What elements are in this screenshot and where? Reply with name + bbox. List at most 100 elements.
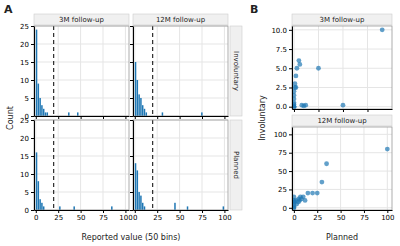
y-tick [130, 156, 133, 157]
point [341, 103, 346, 108]
y-tick [130, 116, 133, 117]
point [316, 66, 321, 71]
strip-label: 12M follow-up [317, 117, 367, 125]
y-tick: 20 [20, 135, 34, 143]
grid-line-x [317, 127, 318, 210]
bar [138, 94, 139, 116]
tick-mark [31, 120, 34, 121]
bar [142, 105, 143, 116]
bar [162, 112, 163, 116]
point [293, 85, 298, 90]
tick-mark [130, 116, 133, 117]
y-tick: 25 [278, 186, 292, 194]
grid-line-x [363, 127, 364, 210]
axis-domain [34, 121, 35, 211]
point [303, 198, 308, 203]
axis-domain [133, 121, 134, 211]
grid-line-y [292, 134, 392, 135]
x-tick [224, 116, 225, 119]
tick-mark [289, 153, 292, 154]
strip-label: 3M follow-up [320, 16, 365, 24]
point [315, 191, 320, 196]
bar [137, 170, 138, 210]
tick-mark [180, 116, 181, 119]
tick-label: 25 [20, 23, 29, 31]
grid-line-x [103, 26, 104, 116]
grid-line-y [34, 62, 129, 63]
bar [140, 98, 141, 116]
tick-label: 100 [381, 214, 394, 222]
y-tick [130, 98, 133, 99]
point [324, 161, 329, 166]
strip [292, 115, 392, 126]
y-axis: 0510152025 [20, 117, 34, 215]
tick-label: 50 [77, 214, 86, 222]
bar [111, 206, 112, 210]
grid-line-x [35, 26, 36, 116]
tick-mark [289, 107, 292, 108]
grid-line-x [80, 26, 81, 116]
x-tick [58, 116, 59, 119]
y-tick: 15 [20, 59, 34, 67]
axis-domain [35, 210, 130, 211]
y-tick: 5 [25, 95, 34, 103]
grid-line-y [34, 156, 129, 157]
tick-mark [157, 116, 158, 119]
grid [292, 127, 392, 210]
grid-line-x [103, 120, 104, 210]
tick-mark [130, 80, 133, 81]
tick-label: 0 [283, 205, 287, 213]
tick-label: 10 [20, 171, 29, 179]
tick-label: 75 [99, 214, 108, 222]
grid-line-y [292, 68, 392, 69]
axis-domain [292, 128, 293, 211]
tick-mark [125, 210, 126, 213]
tick-mark [202, 210, 203, 213]
y-tick: 50 [278, 168, 292, 176]
plot: 02550751000510152025 [20, 117, 133, 222]
strip-label: Involuntary [232, 51, 240, 91]
tick-mark [31, 98, 34, 99]
bar [41, 105, 42, 116]
tick-mark [130, 156, 133, 157]
grid-line-x [80, 120, 81, 210]
grid-line-x [134, 120, 135, 210]
x-tick [318, 109, 319, 112]
tick-mark [387, 210, 388, 213]
grid-line-y [292, 152, 392, 153]
tick-mark [130, 138, 133, 139]
grid-line-y [292, 171, 392, 172]
y-tick: 15 [20, 153, 34, 161]
bar [73, 206, 74, 210]
tick-mark [31, 26, 34, 27]
plot-frame [34, 120, 129, 210]
grid-line-x [387, 127, 388, 210]
tick-mark [36, 116, 37, 119]
grid-line-y [34, 174, 129, 175]
point [295, 66, 300, 71]
grid-line-y [133, 62, 228, 63]
axis-domain [293, 109, 393, 110]
x-tick [135, 116, 136, 119]
grid-line-x [157, 26, 158, 116]
bar [138, 192, 139, 210]
tick-mark [130, 98, 133, 99]
grid-line-x [202, 120, 203, 210]
grid-line-x [202, 26, 203, 116]
plot-frame [133, 120, 228, 210]
tick-mark [289, 208, 292, 209]
strip [34, 14, 129, 25]
tick-label: 75 [278, 149, 287, 157]
point [305, 191, 310, 196]
bar [47, 112, 48, 116]
y-tick [130, 192, 133, 193]
tick-label: 15 [20, 59, 29, 67]
bar [144, 109, 145, 116]
y-tick: 0 [283, 205, 292, 213]
tick-label: 5 [25, 189, 29, 197]
grid-line-y [292, 29, 392, 30]
tick-label: 5 [25, 95, 29, 103]
grid [292, 26, 392, 109]
bar [187, 206, 188, 210]
figure: A3M follow-up12M follow-upInvoluntaryPla… [0, 0, 400, 246]
